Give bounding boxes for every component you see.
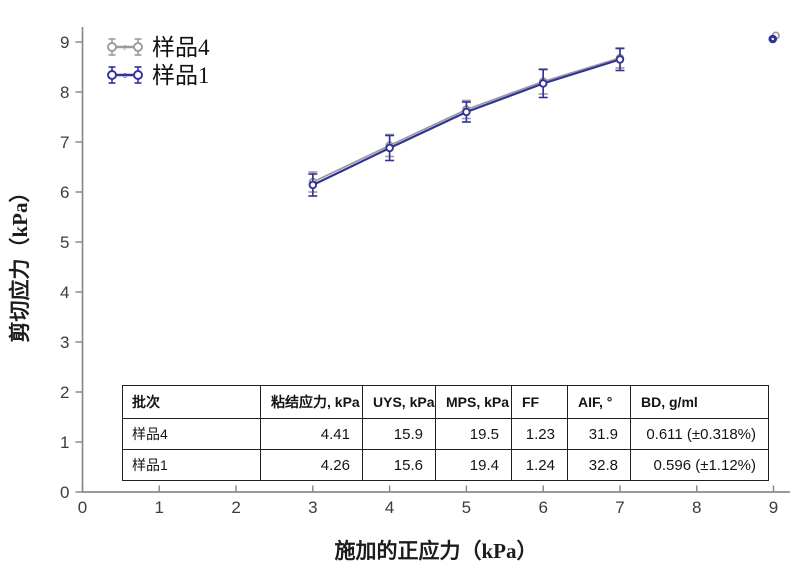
- legend-label: 样品1: [152, 63, 210, 88]
- table-cell: 15.6: [362, 449, 436, 481]
- table-cell: 4.26: [260, 449, 363, 481]
- y-tick-label: 5: [60, 233, 69, 252]
- table-cell: 15.9: [362, 418, 436, 450]
- legend-item-sample-4: 2 样品4: [107, 35, 210, 60]
- table-row: 样品1 4.26 15.6 19.4 1.24 32.8 0.596 (±1.12%): [122, 449, 769, 481]
- x-axis-title: 施加的正应力（kPa）: [334, 539, 537, 563]
- batch-name-cell: 样品1: [122, 449, 261, 481]
- data-point-marker: [615, 55, 625, 64]
- x-tick-label: 5: [462, 498, 471, 517]
- x-tick-label: 2: [231, 498, 240, 517]
- x-tick-label: 8: [692, 498, 701, 517]
- legend-marker: [107, 42, 117, 52]
- data-point-marker: [538, 79, 548, 88]
- y-tick-label: 6: [60, 183, 69, 202]
- legend-marker: [107, 70, 117, 80]
- x-tick-label: 7: [615, 498, 624, 517]
- table-cell: 19.4: [435, 449, 512, 481]
- x-tick-label: 3: [308, 498, 317, 517]
- table-cell: 19.5: [435, 418, 512, 450]
- column-header-0: 批次: [122, 385, 261, 419]
- legend-badge: 2: [123, 45, 127, 52]
- x-tick-label: 0: [78, 498, 87, 517]
- table-cell: 0.596 (±1.12%): [630, 449, 769, 481]
- axes: 0 1 2 3 4 5 6 7 8 9 0 1 2 3 4 5 6 7 8 9: [60, 27, 790, 517]
- column-header-4: FF: [511, 385, 568, 419]
- y-axis-title: 剪切应力（kPa）: [8, 181, 32, 342]
- column-header-1: 粘结应力, kPa: [260, 385, 363, 419]
- legend-badge: 3: [123, 73, 127, 80]
- table-row: 样品4 4.41 15.9 19.5 1.23 31.9 0.611 (±0.318%): [122, 418, 769, 450]
- data-series: [308, 31, 780, 197]
- y-tick-label: 9: [60, 33, 69, 52]
- table-cell: 0.611 (±0.318%): [630, 418, 769, 450]
- column-header-2: UYS, kPa: [362, 385, 436, 419]
- table-cell: 32.8: [567, 449, 631, 481]
- y-tick-label: 3: [60, 333, 69, 352]
- column-header-3: MPS, kPa: [435, 385, 512, 419]
- data-point-marker: [308, 180, 318, 190]
- legend: 2 样品4 3 样品1: [107, 35, 210, 88]
- table-header-row: 批次 粘结应力, kPa UYS, kPa MPS, kPa FF AIF, ° BD, g…: [122, 385, 769, 419]
- legend-marker: [133, 42, 143, 52]
- column-header-6: BD, g/ml: [630, 385, 769, 419]
- legend-label: 样品4: [152, 35, 210, 60]
- x-tick-label: 9: [769, 498, 778, 517]
- x-tick-label: 4: [385, 498, 394, 517]
- batch-name-cell: 样品4: [122, 418, 261, 450]
- legend-marker: [133, 70, 143, 80]
- y-tick-label: 4: [60, 283, 69, 302]
- y-tick-label: 8: [60, 83, 69, 102]
- column-header-5: AIF, °: [567, 385, 631, 419]
- y-tick-label: 0: [60, 483, 69, 502]
- x-tick-label: 6: [538, 498, 547, 517]
- series-sample-4: [308, 31, 780, 193]
- series-sample-1: [308, 34, 778, 197]
- table-cell: 1.23: [511, 418, 568, 450]
- results-table-container: 批次 粘结应力, kPa UYS, kPa MPS, kPa FF AIF, ° BD, g…: [122, 385, 769, 481]
- y-tick-label: 2: [60, 383, 69, 402]
- legend-item-sample-1: 3 样品1: [107, 63, 210, 88]
- isolated-point-marker-center: [771, 37, 774, 41]
- data-point-marker: [462, 107, 471, 117]
- table-cell: 4.41: [260, 418, 363, 450]
- data-point-marker: [385, 143, 394, 153]
- table-cell: 31.9: [567, 418, 631, 450]
- y-tick-label: 7: [60, 133, 69, 152]
- results-table: 批次 粘结应力, kPa UYS, kPa MPS, kPa FF AIF, ° BD, g…: [122, 385, 769, 481]
- y-tick-label: 1: [60, 433, 69, 452]
- table-cell: 1.24: [511, 449, 568, 481]
- x-tick-label: 1: [155, 498, 164, 517]
